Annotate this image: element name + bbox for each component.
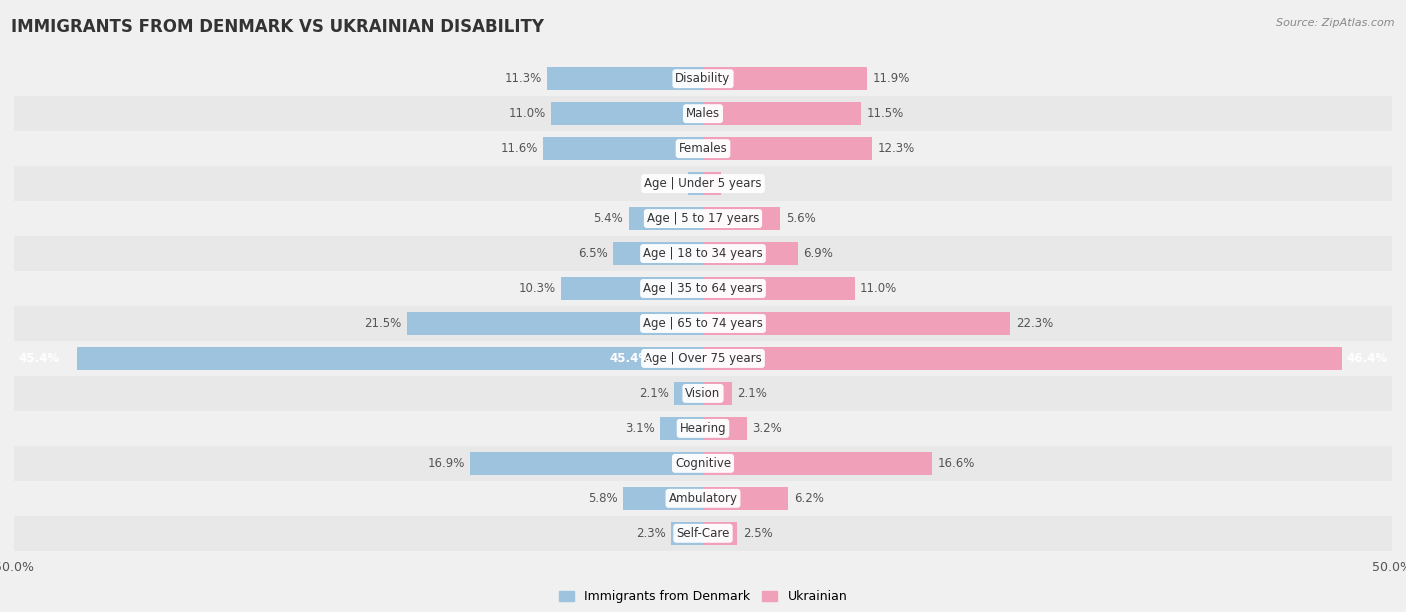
Text: 16.9%: 16.9% [427,457,464,470]
Bar [703,137,873,160]
Bar [543,137,703,160]
Text: 11.6%: 11.6% [501,142,537,155]
Text: 2.1%: 2.1% [638,387,669,400]
Text: 1.1%: 1.1% [652,177,682,190]
Bar [703,347,1343,370]
Text: Age | 18 to 34 years: Age | 18 to 34 years [643,247,763,260]
Text: 6.5%: 6.5% [578,247,607,260]
Bar [703,522,738,545]
Bar [14,61,1392,96]
Bar [688,172,703,195]
Bar [14,166,1392,201]
Text: 45.4%: 45.4% [609,352,651,365]
Bar [14,271,1392,306]
Text: 2.3%: 2.3% [636,527,666,540]
Bar [547,67,703,90]
Text: Females: Females [679,142,727,155]
Bar [14,446,1392,481]
Bar [671,522,703,545]
Bar [703,452,932,475]
Bar [703,67,868,90]
Text: 11.0%: 11.0% [509,107,546,120]
Text: 11.0%: 11.0% [860,282,897,295]
Text: Age | Over 75 years: Age | Over 75 years [644,352,762,365]
Text: Age | Under 5 years: Age | Under 5 years [644,177,762,190]
Bar [14,481,1392,516]
Text: 5.4%: 5.4% [593,212,623,225]
Text: Age | 5 to 17 years: Age | 5 to 17 years [647,212,759,225]
Bar [14,306,1392,341]
Text: Hearing: Hearing [679,422,727,435]
Text: 5.8%: 5.8% [588,492,617,505]
Text: Males: Males [686,107,720,120]
Bar [703,102,862,125]
Bar [703,242,799,265]
Bar [406,312,703,335]
Bar [703,417,747,440]
Text: Age | 65 to 74 years: Age | 65 to 74 years [643,317,763,330]
Text: 22.3%: 22.3% [1015,317,1053,330]
Bar [551,102,703,125]
Bar [14,376,1392,411]
Text: Ambulatory: Ambulatory [668,492,738,505]
Bar [703,487,789,510]
Text: 6.2%: 6.2% [794,492,824,505]
Bar [703,382,733,405]
Text: 21.5%: 21.5% [364,317,401,330]
Text: 16.6%: 16.6% [938,457,974,470]
Text: 11.3%: 11.3% [505,72,541,85]
Text: 3.1%: 3.1% [626,422,655,435]
Text: 46.4%: 46.4% [1347,352,1388,365]
Bar [14,236,1392,271]
Text: Age | 35 to 64 years: Age | 35 to 64 years [643,282,763,295]
Text: 3.2%: 3.2% [752,422,782,435]
Bar [14,411,1392,446]
Text: 12.3%: 12.3% [877,142,915,155]
Text: Disability: Disability [675,72,731,85]
Text: Cognitive: Cognitive [675,457,731,470]
Text: 5.6%: 5.6% [786,212,815,225]
Bar [77,347,703,370]
Bar [470,452,703,475]
Text: 2.1%: 2.1% [738,387,768,400]
Bar [623,487,703,510]
Text: 11.5%: 11.5% [868,107,904,120]
Text: 6.9%: 6.9% [804,247,834,260]
Bar [14,131,1392,166]
Bar [703,172,721,195]
Text: 2.5%: 2.5% [742,527,773,540]
Text: 10.3%: 10.3% [519,282,555,295]
Bar [14,201,1392,236]
Text: 11.9%: 11.9% [873,72,910,85]
Bar [14,341,1392,376]
Text: IMMIGRANTS FROM DENMARK VS UKRAINIAN DISABILITY: IMMIGRANTS FROM DENMARK VS UKRAINIAN DIS… [11,18,544,36]
Text: Source: ZipAtlas.com: Source: ZipAtlas.com [1277,18,1395,28]
Bar [628,207,703,230]
Bar [561,277,703,300]
Text: Self-Care: Self-Care [676,527,730,540]
Bar [613,242,703,265]
Bar [661,417,703,440]
Text: 45.4%: 45.4% [18,352,59,365]
Legend: Immigrants from Denmark, Ukrainian: Immigrants from Denmark, Ukrainian [554,585,852,608]
Bar [703,312,1011,335]
Text: Vision: Vision [685,387,721,400]
Bar [703,277,855,300]
Bar [14,516,1392,551]
Bar [703,207,780,230]
Bar [673,382,703,405]
Bar [14,96,1392,131]
Text: 1.3%: 1.3% [727,177,756,190]
